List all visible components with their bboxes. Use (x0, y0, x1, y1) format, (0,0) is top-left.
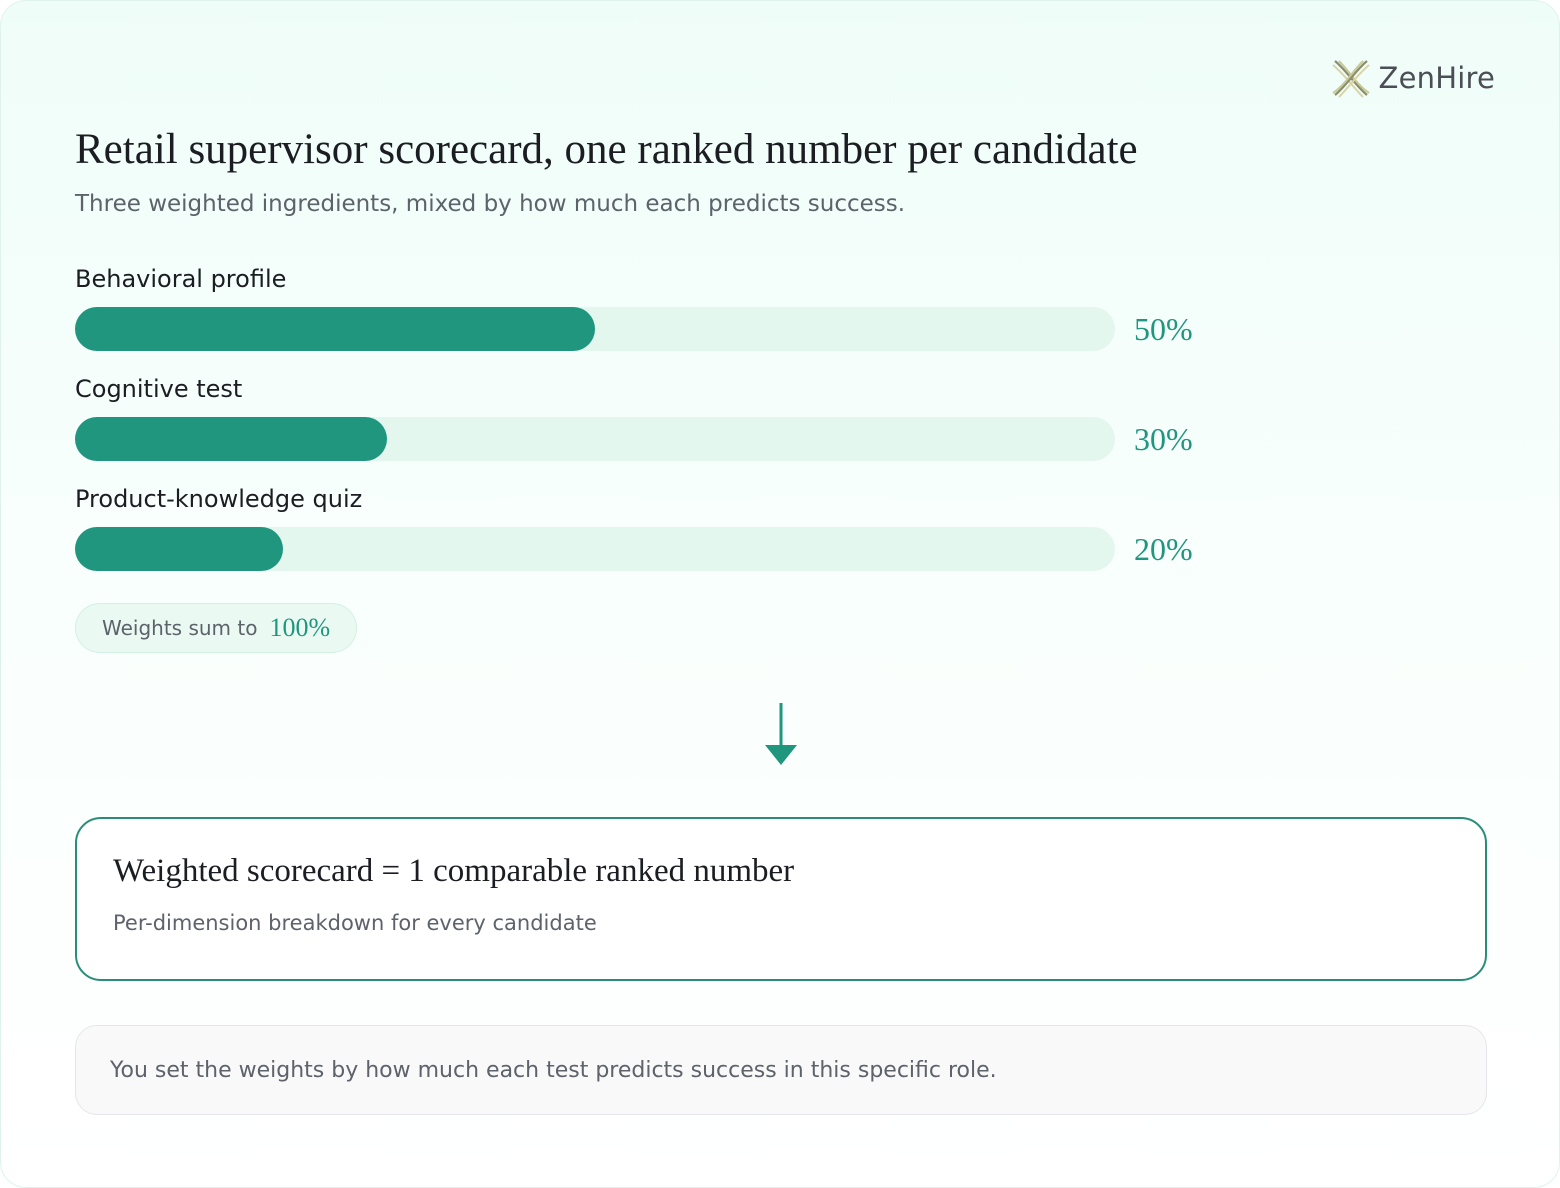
weight-bar-fill (75, 307, 595, 351)
weight-label: Cognitive test (75, 375, 243, 403)
weight-label: Behavioral profile (75, 265, 287, 293)
result-box: Weighted scorecard = 1 comparable ranked… (75, 817, 1487, 981)
weight-row-product-knowledge: Product-knowledge quiz 20% (75, 483, 1225, 593)
weight-percent: 20% (1134, 531, 1193, 567)
weight-row-cognitive: Cognitive test 30% (75, 373, 1225, 483)
result-title: Weighted scorecard = 1 comparable ranked… (113, 853, 795, 889)
weights-list: Behavioral profile 50% Cognitive test 30… (75, 263, 1225, 593)
arrow-down-icon (763, 703, 799, 767)
note-box: You set the weights by how much each tes… (75, 1025, 1487, 1115)
weight-bar-track (75, 417, 1115, 461)
weight-bar-fill (75, 417, 387, 461)
page-title: Retail supervisor scorecard, one ranked … (75, 126, 1138, 173)
note-text: You set the weights by how much each tes… (110, 1057, 997, 1083)
weights-sum-badge: Weights sum to 100% (75, 603, 358, 653)
weight-percent: 30% (1134, 421, 1193, 457)
weight-bar-fill (75, 527, 283, 571)
page-subtitle: Three weighted ingredients, mixed by how… (75, 191, 906, 217)
weight-label: Product-knowledge quiz (75, 485, 363, 513)
zenhire-logo-icon (1331, 57, 1371, 99)
weight-bar-track (75, 307, 1115, 351)
weights-sum-value: 100% (269, 613, 331, 642)
weights-sum-label: Weights sum to (102, 616, 258, 640)
weight-bar-track (75, 527, 1115, 571)
result-subtitle: Per-dimension breakdown for every candid… (113, 911, 597, 935)
weight-row-behavioral: Behavioral profile 50% (75, 263, 1225, 373)
brand: ZenHire (1331, 57, 1495, 99)
brand-name: ZenHire (1378, 61, 1495, 95)
weight-percent: 50% (1134, 311, 1193, 347)
